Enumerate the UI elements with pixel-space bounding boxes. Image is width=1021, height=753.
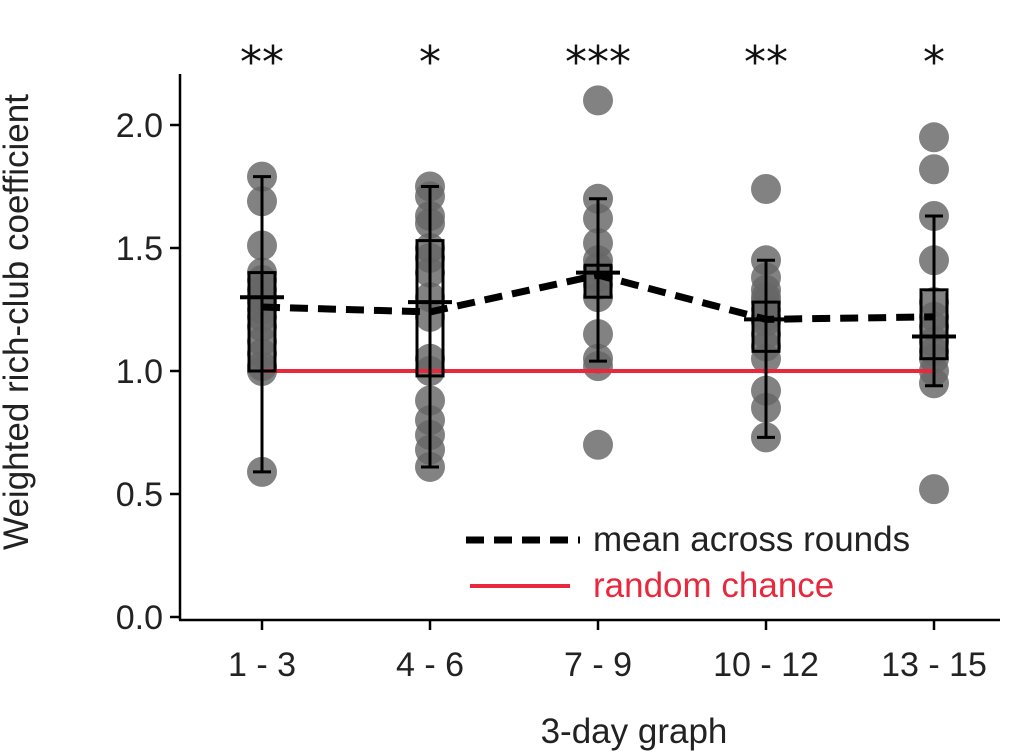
significance-marker-1: * [419, 37, 441, 88]
data-point-2-11 [583, 351, 613, 382]
mean-series-line [261, 271, 935, 323]
data-point-2-12 [583, 429, 613, 460]
y-tick-label-0: 0.0 [116, 599, 163, 637]
x-tick-label-1: 4 - 6 [396, 646, 464, 684]
significance-marker-0: ** [240, 37, 284, 88]
significance-marker-3: ** [744, 37, 788, 88]
legend-mean-label: mean across rounds [593, 520, 910, 559]
significance-marker-4: * [923, 37, 945, 88]
legend-random-label: random chance [593, 566, 834, 605]
significance-markers: ** * *** ** * [240, 37, 945, 88]
data-point-4-1 [919, 154, 949, 185]
data-point-4-0 [919, 122, 949, 153]
mean-line [261, 271, 935, 323]
error-bars [253, 175, 943, 474]
x-tick-label-0: 1 - 3 [228, 646, 296, 684]
legend: mean across rounds random chance [466, 520, 910, 605]
y-axis-title: Weighted rich-club coefficient [0, 94, 36, 550]
data-point-4-12 [919, 474, 949, 505]
data-point-2-0 [583, 85, 613, 116]
y-tick-label-2: 1.0 [116, 353, 163, 391]
y-tick-label-4: 2.0 [116, 107, 163, 145]
data-point-3-0 [751, 173, 781, 204]
y-tick-label-3: 1.5 [116, 230, 163, 268]
y-tick-label-1: 0.5 [116, 476, 163, 514]
x-tick-label-4: 13 - 15 [881, 646, 987, 684]
x-tick-label-3: 10 - 12 [713, 646, 819, 684]
x-tick-label-2: 7 - 9 [564, 646, 632, 684]
x-axis-title: 3-day graph [541, 712, 728, 751]
significance-marker-2: *** [565, 37, 631, 88]
axes: 0.0 0.5 1.0 1.5 2.0 1 - 3 4 - 6 7 - 9 10 - 12 13 … [116, 74, 1000, 684]
